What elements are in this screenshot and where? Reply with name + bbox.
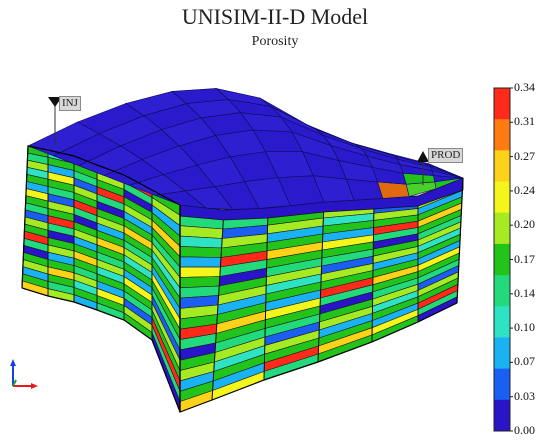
inj-well-marker-icon[interactable] xyxy=(48,97,62,107)
porosity-colorbar xyxy=(493,87,513,432)
property-subtitle: Porosity xyxy=(251,34,299,49)
colorbar-tick-label: 0.14 xyxy=(514,285,535,300)
grid-cell xyxy=(179,235,223,249)
prod-well-label: PROD xyxy=(428,148,464,163)
colorbar-tick-label: 0.31 xyxy=(514,114,535,129)
top-surface xyxy=(27,87,464,210)
top-grid-cell xyxy=(428,163,464,179)
colorbar-tick-label: 0.34 xyxy=(514,80,535,94)
grid-cell xyxy=(179,246,222,258)
colorbar-segment xyxy=(494,368,510,401)
grid-cell xyxy=(179,266,221,278)
reservoir-grid-model xyxy=(21,87,464,413)
colorbar-segment xyxy=(494,181,510,214)
colorbar-tick-label: 0.24 xyxy=(514,182,535,197)
prod-well-marker-icon[interactable] xyxy=(417,151,429,162)
colorbar-segment xyxy=(494,150,510,183)
colorbar-tick-label: 0.07 xyxy=(514,354,535,369)
colorbar-tick-label: 0.03 xyxy=(514,388,535,403)
colorbar-segment xyxy=(494,306,510,338)
well-markers xyxy=(48,97,429,185)
colorbar-tick-label: 0.27 xyxy=(514,148,535,163)
colorbar-segment xyxy=(494,119,510,151)
colorbar-segment xyxy=(494,212,510,245)
colorbar-segment xyxy=(494,243,510,276)
axis-triad-icon xyxy=(10,359,38,389)
inj-well-label: INJ xyxy=(59,96,81,111)
top-grid-cell xyxy=(377,181,410,199)
colorbar-tick-label: 0.00 xyxy=(514,423,535,437)
colorbar-segment xyxy=(494,399,510,432)
colorbar-tick-label: 0.17 xyxy=(514,251,535,266)
colorbar-segment xyxy=(494,337,510,370)
colorbar-segment xyxy=(494,88,510,120)
left-face-layers xyxy=(21,145,181,413)
grid-cell xyxy=(179,256,222,268)
colorbar-segment xyxy=(494,275,510,307)
chart-title: UNISIM-II-D Model xyxy=(181,4,369,29)
colorbar-tick-label: 0.20 xyxy=(514,217,535,232)
colorbar-tick-label: 0.10 xyxy=(514,320,535,335)
